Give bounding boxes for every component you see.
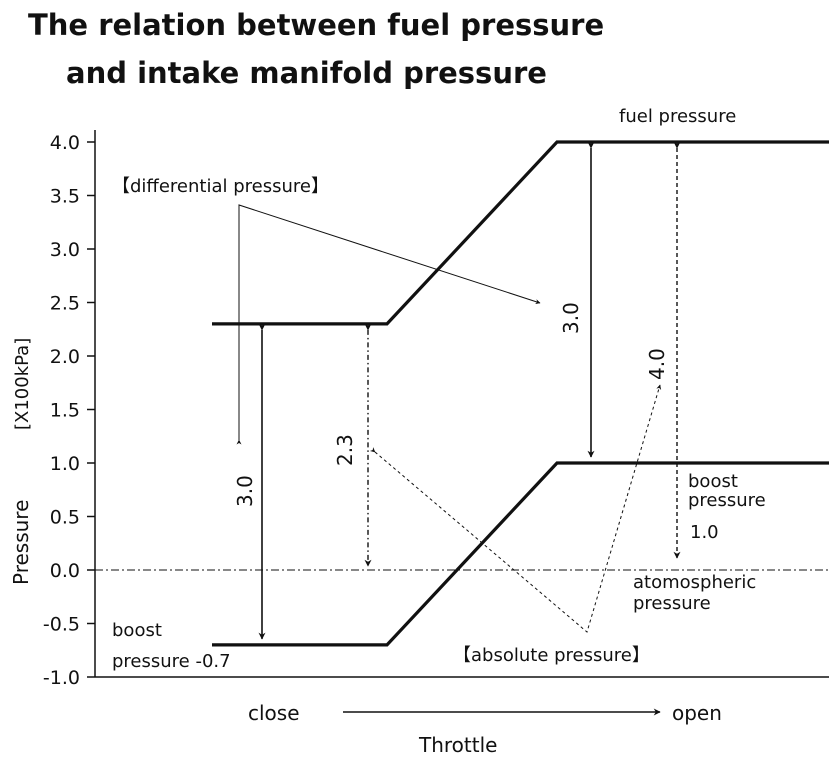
chart-title-line-2: and intake manifold pressure [66, 56, 547, 90]
absolute-pressure-label: 【absolute pressure】 [453, 645, 650, 666]
y-tick-label: 1.0 [50, 453, 80, 475]
y-axis-unit: [X100kPa] [12, 338, 33, 430]
fuel-pressure-label: fuel pressure [619, 106, 736, 127]
x-start-label: close [248, 701, 300, 725]
boost-pressure-line [212, 461, 829, 647]
differential-leader-line [236, 204, 541, 445]
right-absolute-value: 4.0 [645, 348, 669, 380]
x-end-label: open [672, 701, 722, 725]
x-axis-label: Throttle [418, 733, 497, 757]
atmospheric-label-line-2: pressure [633, 593, 711, 614]
left-differential-value: 3.0 [233, 475, 257, 507]
y-tick-label: 2.0 [50, 346, 80, 368]
boost-left-label-line-2: pressure -0.7 [112, 651, 231, 672]
absolute-leader-line [369, 384, 662, 633]
y-tick-label: 4.0 [50, 132, 80, 154]
boost-right-value: 1.0 [690, 522, 719, 543]
atmospheric-label-line-1: atomospheric [633, 572, 756, 593]
y-tick-label: 2.5 [50, 293, 80, 315]
y-tick-label: 0.0 [50, 560, 80, 582]
y-tick-label: -0.5 [43, 614, 80, 636]
boost-left-label-line-1: boost [112, 620, 162, 641]
y-tick-label: -1.0 [43, 667, 80, 689]
y-tick-label: 1.5 [50, 400, 80, 422]
y-axis-label: Pressure [9, 500, 33, 585]
differential-pressure-label: 【differential pressure】 [112, 176, 329, 197]
y-tick-label: 3.0 [50, 239, 80, 261]
boost-right-label-line-2: pressure [688, 490, 766, 511]
left-absolute-value: 2.3 [333, 434, 357, 466]
y-tick-label: 0.5 [50, 507, 80, 529]
chart-title-line-1: The relation between fuel pressure [28, 8, 605, 42]
right-differential-value: 3.0 [559, 302, 583, 334]
y-tick-label: 3.5 [50, 186, 80, 208]
boost-right-label-line-1: boost [688, 471, 738, 492]
